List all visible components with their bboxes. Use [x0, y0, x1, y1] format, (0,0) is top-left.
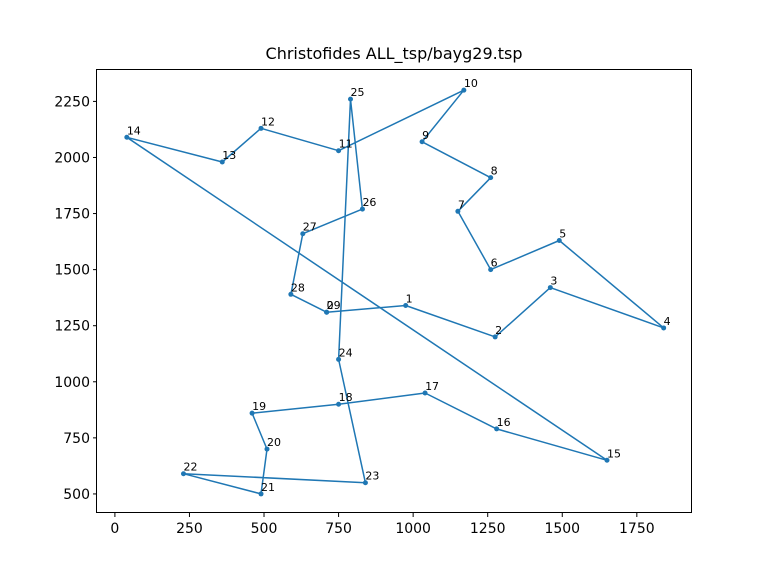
node-label-5: 5: [559, 227, 566, 240]
node-label-6: 6: [491, 257, 498, 270]
node-label-2: 2: [495, 324, 502, 337]
node-point-14: [124, 134, 130, 140]
node-point-26: [359, 206, 365, 212]
y-tick-label: 1000: [54, 375, 90, 391]
node-point-10: [461, 87, 467, 93]
node-label-1: 1: [406, 293, 413, 306]
node-point-23: [362, 480, 368, 486]
x-tick-label: 1750: [619, 521, 655, 537]
x-tick-label: 1250: [470, 521, 506, 537]
node-point-18: [336, 401, 342, 407]
y-tick-label: 1750: [54, 207, 90, 223]
node-label-20: 20: [267, 436, 281, 449]
node-label-26: 26: [362, 196, 376, 209]
node-point-25: [348, 96, 354, 102]
chart-title: Christofides ALL_tsp/bayg29.tsp: [266, 44, 523, 64]
node-label-10: 10: [464, 77, 478, 90]
y-tick-label: 750: [63, 431, 90, 447]
axes-ticks: 0 250 500 750 1000 1250 1500 175050075010001250…: [54, 94, 654, 537]
node-point-20: [264, 446, 270, 452]
node-label-3: 3: [550, 275, 557, 288]
node-label-14: 14: [127, 124, 141, 137]
node-label-27: 27: [303, 221, 317, 234]
x-tick-label: 1500: [544, 521, 580, 537]
x-tick-label: 750: [325, 521, 352, 537]
tour-line: [126, 89, 665, 495]
node-point-9: [419, 139, 425, 145]
node-point-12: [258, 125, 264, 131]
x-tick-label: 0: [110, 521, 119, 537]
node-point-1: [403, 303, 409, 309]
node-point-5: [556, 237, 562, 243]
x-tick-label: 250: [176, 521, 203, 537]
node-point-21: [258, 491, 264, 497]
node-label-19: 19: [252, 400, 266, 413]
node-point-22: [180, 471, 186, 477]
node-label-11: 11: [339, 138, 353, 151]
node-point-4: [661, 325, 667, 331]
node-point-16: [494, 426, 500, 432]
node-point-24: [336, 356, 342, 362]
node-point-8: [488, 175, 494, 181]
node-label-4: 4: [664, 315, 671, 328]
y-tick-label: 500: [63, 487, 90, 503]
node-point-11: [336, 148, 342, 154]
node-label-23: 23: [365, 470, 379, 483]
node-label-24: 24: [339, 346, 353, 359]
node-label-15: 15: [607, 447, 621, 460]
node-label-8: 8: [491, 165, 498, 178]
node-label-22: 22: [183, 461, 197, 474]
node-label-21: 21: [261, 481, 275, 494]
node-label-0: 0: [327, 299, 334, 312]
y-tick-label: 1500: [54, 263, 90, 279]
x-tick-label: 500: [251, 521, 278, 537]
y-tick-label: 2000: [54, 150, 90, 166]
node-label-25: 25: [351, 86, 365, 99]
node-label-12: 12: [261, 115, 275, 128]
node-point-28: [288, 291, 294, 297]
node-label-7: 7: [458, 198, 465, 211]
node-point-7: [455, 208, 461, 214]
node-point-0: [324, 309, 330, 315]
node-label-9: 9: [422, 129, 429, 142]
node-label-18: 18: [339, 391, 353, 404]
axes-frame: [96, 69, 692, 513]
node-point-15: [604, 457, 610, 463]
node-point-19: [249, 410, 255, 416]
node-label-28: 28: [291, 281, 305, 294]
node-label-16: 16: [497, 416, 511, 429]
node-point-17: [422, 390, 428, 396]
node-label-13: 13: [222, 149, 236, 162]
node-label-29: 29: [327, 299, 341, 312]
node-point-3: [547, 285, 553, 291]
y-tick-label: 2250: [54, 94, 90, 110]
node-point-2: [492, 334, 498, 340]
y-tick-label: 1250: [54, 319, 90, 335]
node-label-17: 17: [425, 380, 439, 393]
plot-area: 1234567891011121314151617181920212223242…: [124, 77, 671, 497]
node-point-6: [488, 267, 494, 273]
node-point-13: [219, 159, 225, 165]
node-point-27: [300, 231, 306, 237]
x-tick-label: 1000: [395, 521, 431, 537]
